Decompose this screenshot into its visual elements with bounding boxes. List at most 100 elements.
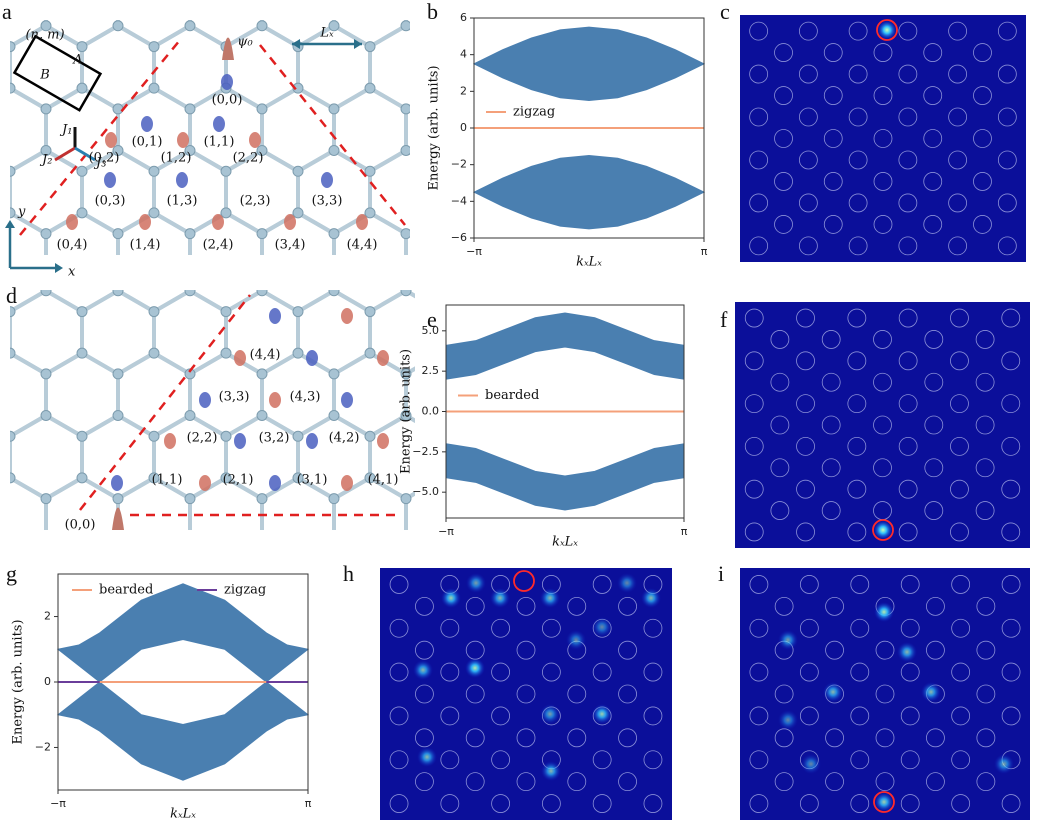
bond [118,540,154,561]
panel-label: e [427,307,437,332]
site-outline [440,794,460,813]
site-outline [516,596,536,616]
site-outline [744,436,764,456]
site [40,144,52,156]
site-outline [900,662,920,682]
site-amplitude [176,172,188,188]
site [76,306,88,318]
site [365,291,375,301]
site-outline [643,662,663,682]
site [148,207,160,219]
intensity-spot [873,520,893,540]
site [328,368,340,380]
bond [153,351,191,376]
bond [406,228,442,249]
legend-label: zigzag [513,105,555,120]
bond [405,24,410,31]
site-outline [850,575,870,594]
bond [117,148,155,174]
site [473,494,483,504]
bond [81,476,119,501]
site-outline [950,479,969,499]
site-outline [847,479,867,499]
bond [10,290,47,314]
site [256,409,268,421]
intensity-spot [566,630,586,650]
site-outline [823,43,843,62]
intensity-spot [877,20,897,40]
site-outline [774,43,793,62]
site [328,103,340,115]
site [328,144,340,156]
site-amplitude [104,172,116,188]
bond [298,540,334,561]
site-outline [926,772,945,792]
bond [153,290,191,314]
site [185,535,195,545]
bond [117,413,155,439]
site-outline [618,728,637,748]
site-label: (0,2) [89,151,120,166]
bond [152,86,192,111]
site-outline [541,794,561,813]
site-amplitude [269,392,281,408]
y-axis-label: Energy (arb. units) [427,65,442,190]
site-amplitude [141,116,153,132]
site-outline [770,415,790,435]
site [328,409,340,421]
site-amplitude [356,214,368,230]
site-outline [770,372,790,392]
bond [442,26,478,47]
site [76,41,88,53]
site-outline [951,794,971,813]
site-outline [950,351,969,371]
lattice-a [10,20,514,301]
site [184,20,196,32]
site-outline [516,684,536,704]
site-label: (2,2) [187,431,218,446]
site-outline [948,64,968,84]
site [257,270,267,280]
bond [442,26,478,47]
intensity-spot [592,617,612,637]
site [112,493,124,505]
bond [117,24,155,49]
bond [10,353,11,356]
site-outline [850,750,870,770]
legend-label: zigzag [224,583,266,598]
site-outline [440,750,460,770]
bond [45,290,83,314]
site-outline [825,772,844,792]
site-outline [898,479,918,499]
site-outline [592,575,612,594]
site [292,207,304,219]
site-outline [749,575,769,594]
site-label: (3,4) [275,238,306,253]
site [220,207,232,219]
bond [225,148,263,174]
site-amplitude [377,350,389,366]
site-outline [973,86,992,105]
bond [10,211,47,236]
site [473,286,483,296]
bond [478,213,514,234]
site [364,41,376,53]
site-outline [770,330,790,349]
site-outline [898,107,918,127]
site-outline [643,750,663,770]
site-amplitude [212,214,224,230]
site-outline [823,86,843,105]
site [148,41,160,53]
bond [369,211,407,236]
site-outline [923,215,943,234]
site-outline [440,618,460,638]
site-label: (3,2) [259,431,290,446]
site [184,228,196,240]
site-outline [948,193,968,213]
site-outline [592,794,612,813]
site [437,208,447,218]
panel-label: a [2,0,12,24]
y-tick-label: 0 [44,675,51,688]
legend-label: bearded [99,583,153,598]
site-outline [643,794,663,813]
